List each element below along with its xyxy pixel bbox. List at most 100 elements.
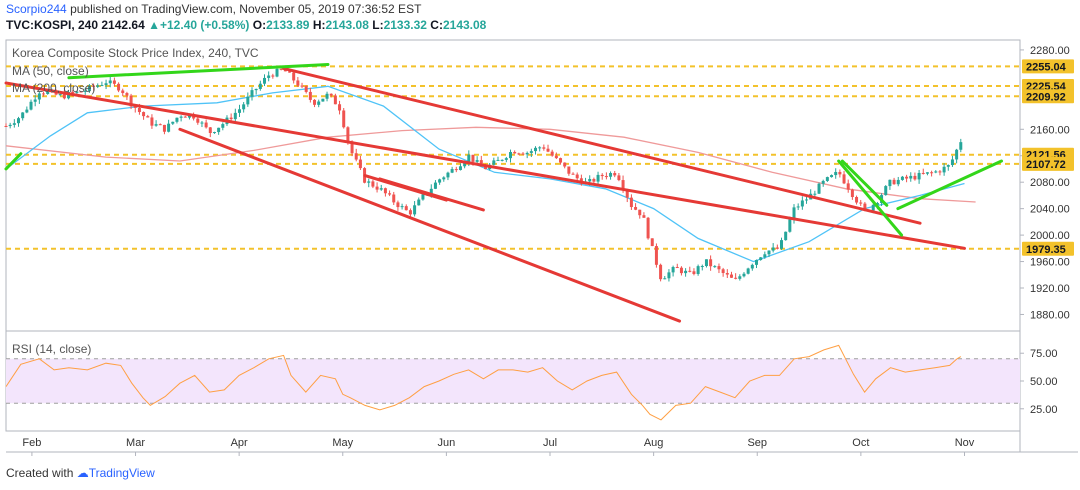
time-tick-label: Oct xyxy=(852,437,869,449)
chart-title: Korea Composite Stock Price Index, 240, … xyxy=(12,46,259,60)
candle-body xyxy=(946,165,950,167)
candle-body xyxy=(112,80,116,84)
candle-body xyxy=(379,188,383,190)
candle-body xyxy=(96,85,100,87)
candle-body xyxy=(200,122,204,124)
candle-body xyxy=(921,172,925,174)
candle-body xyxy=(263,77,267,84)
candle-body xyxy=(905,176,909,179)
candle-body xyxy=(696,266,700,274)
candle-body xyxy=(392,194,396,203)
candle-body xyxy=(767,250,771,255)
candle-body xyxy=(825,177,829,181)
candle-body xyxy=(396,202,400,208)
price-pane[interactable] xyxy=(5,39,1021,332)
candle-body xyxy=(650,238,654,247)
candle-body xyxy=(71,92,75,94)
candle-body xyxy=(92,85,96,87)
candle-body xyxy=(871,204,875,211)
candle-body xyxy=(288,71,292,73)
candle-body xyxy=(830,175,834,178)
candle-body xyxy=(925,172,929,174)
candle-body xyxy=(108,80,112,84)
candle-body xyxy=(896,179,900,185)
candle-body xyxy=(909,175,913,179)
candle-body xyxy=(383,188,387,194)
candle-body xyxy=(638,209,642,216)
rsi-tick-label: 25.00 xyxy=(1030,404,1058,416)
candle-body xyxy=(267,75,271,78)
red-trendline xyxy=(282,66,922,225)
candle-body xyxy=(725,273,729,275)
candle-body xyxy=(62,94,66,99)
candle-body xyxy=(329,93,333,96)
candle-body xyxy=(429,188,433,194)
legend-ma200[interactable]: MA (200, close) xyxy=(12,81,95,95)
candle-body xyxy=(250,90,254,97)
candle-body xyxy=(675,267,679,269)
candle-body xyxy=(617,175,621,181)
candle-body xyxy=(350,141,354,154)
candle-body xyxy=(508,152,512,159)
low-label: L: xyxy=(372,18,384,32)
candle-body xyxy=(87,85,91,91)
time-axis[interactable]: Feb Mar Apr May Jun Jul Aug Sep Oct Nov xyxy=(22,437,975,456)
candle-body xyxy=(375,186,379,190)
candle-body xyxy=(75,91,79,93)
candle-body xyxy=(500,159,504,161)
candle-body xyxy=(955,149,959,160)
candle-body xyxy=(467,154,471,162)
candle-body xyxy=(242,104,246,110)
candle-body xyxy=(959,142,963,150)
candle-body xyxy=(817,183,821,194)
publisher-name[interactable]: Scorpio244 xyxy=(6,2,67,16)
candle-body xyxy=(538,147,542,149)
candle-body xyxy=(788,219,792,232)
candle-body xyxy=(17,118,21,124)
candle-body xyxy=(546,148,550,152)
candle-body xyxy=(792,207,796,220)
low-value: 2133.32 xyxy=(383,18,427,32)
candle-body xyxy=(404,206,408,211)
candle-body xyxy=(892,179,896,185)
candle-body xyxy=(246,96,250,105)
candle-body xyxy=(521,153,525,155)
candle-body xyxy=(942,166,946,173)
candle-body xyxy=(333,95,337,105)
candle-body xyxy=(413,205,417,215)
candle-body xyxy=(784,231,788,241)
tradingview-brand[interactable]: TradingView xyxy=(88,466,155,480)
candle-body xyxy=(554,155,558,159)
candle-body xyxy=(313,99,317,105)
candle-body xyxy=(592,178,596,182)
candle-body xyxy=(33,99,37,102)
candle-body xyxy=(525,152,529,155)
candle-body xyxy=(46,91,50,94)
candle-body xyxy=(325,93,329,99)
green-trendline xyxy=(896,159,1003,211)
candle-body xyxy=(930,172,934,174)
candle-body xyxy=(813,193,817,195)
candle-body xyxy=(42,93,46,95)
candle-body xyxy=(233,112,237,120)
legend-ma50[interactable]: MA (50, close) xyxy=(12,64,89,78)
candle-body xyxy=(254,88,258,91)
time-tick-label: Mar xyxy=(126,437,145,449)
candle-body xyxy=(800,200,804,207)
candle-body xyxy=(342,110,346,128)
last-price: 2142.64 xyxy=(101,18,145,32)
rsi-line xyxy=(5,344,962,421)
time-tick-label: Sep xyxy=(747,437,767,449)
legend-rsi[interactable]: RSI (14, close) xyxy=(12,342,91,356)
candle-body xyxy=(79,91,83,93)
candle-body xyxy=(21,112,25,119)
candle-body xyxy=(613,173,617,176)
candle-body xyxy=(217,127,221,133)
candle-body xyxy=(884,186,888,196)
time-tick-label: Jun xyxy=(438,437,456,449)
candle-body xyxy=(400,206,404,208)
candle-body xyxy=(750,264,754,269)
candle-body xyxy=(604,176,608,178)
candle-body xyxy=(888,179,892,187)
